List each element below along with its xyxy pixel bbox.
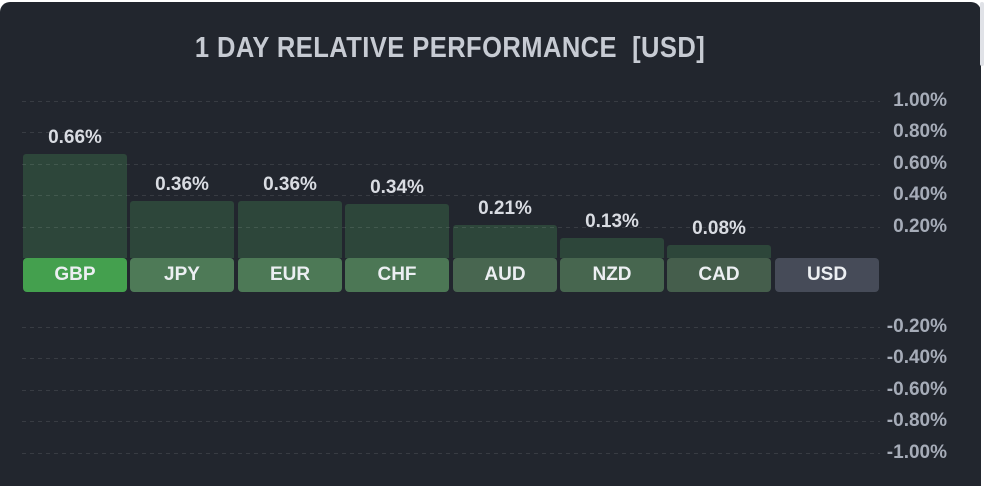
bar-CHF	[345, 204, 449, 258]
bar-AUD	[453, 224, 557, 258]
category-pill-NZD: NZD	[560, 258, 664, 292]
category-pill-CAD: CAD	[667, 258, 771, 292]
category-pill-GBP: GBP	[23, 258, 127, 292]
gridline--0.20%	[22, 327, 880, 328]
bar-value-GBP: 0.66%	[48, 127, 102, 148]
category-pill-CHF: CHF	[345, 258, 449, 292]
gridline--0.60%	[22, 390, 880, 391]
y-tick-label: -1.00%	[886, 442, 947, 463]
gridline-1.00%	[22, 101, 880, 102]
bar-value-NZD: 0.13%	[585, 211, 639, 232]
bar-value-AUD: 0.21%	[478, 198, 532, 219]
gridline--1.00%	[22, 453, 880, 454]
gridline--0.40%	[22, 358, 880, 359]
category-pill-AUD: AUD	[453, 258, 557, 292]
bar-value-EUR: 0.36%	[263, 174, 317, 195]
bar-NZD	[560, 237, 664, 258]
bar-JPY	[130, 201, 234, 258]
category-pill-USD: USD	[775, 258, 879, 292]
bar-GBP	[23, 154, 127, 258]
y-tick-label: -0.20%	[886, 316, 947, 337]
gridline-0.80%	[22, 132, 880, 133]
y-tick-label: -0.80%	[886, 410, 947, 431]
y-tick-label: 0.60%	[893, 153, 947, 174]
y-tick-label: -0.40%	[886, 347, 947, 368]
bar-EUR	[238, 201, 342, 258]
category-pill-JPY: JPY	[130, 258, 234, 292]
gridline-0.40%	[22, 195, 880, 196]
y-tick-label: 0.40%	[893, 184, 947, 205]
chart-title: 1 DAY RELATIVE PERFORMANCE [USD]	[194, 32, 706, 64]
gridline-0.60%	[22, 164, 880, 165]
y-tick-label: 0.80%	[893, 121, 947, 142]
gridline-0.20%	[22, 227, 880, 228]
gridline--0.80%	[22, 421, 880, 422]
bar-value-CHF: 0.34%	[370, 177, 424, 198]
scrollbar-thumb[interactable]	[980, 2, 984, 66]
bar-value-JPY: 0.36%	[155, 174, 209, 195]
category-pill-EUR: EUR	[238, 258, 342, 292]
y-tick-label: 1.00%	[893, 90, 947, 111]
bar-CAD	[667, 245, 771, 258]
y-tick-label: 0.20%	[893, 216, 947, 237]
bar-value-CAD: 0.08%	[692, 218, 746, 239]
y-tick-label: -0.60%	[886, 379, 947, 400]
